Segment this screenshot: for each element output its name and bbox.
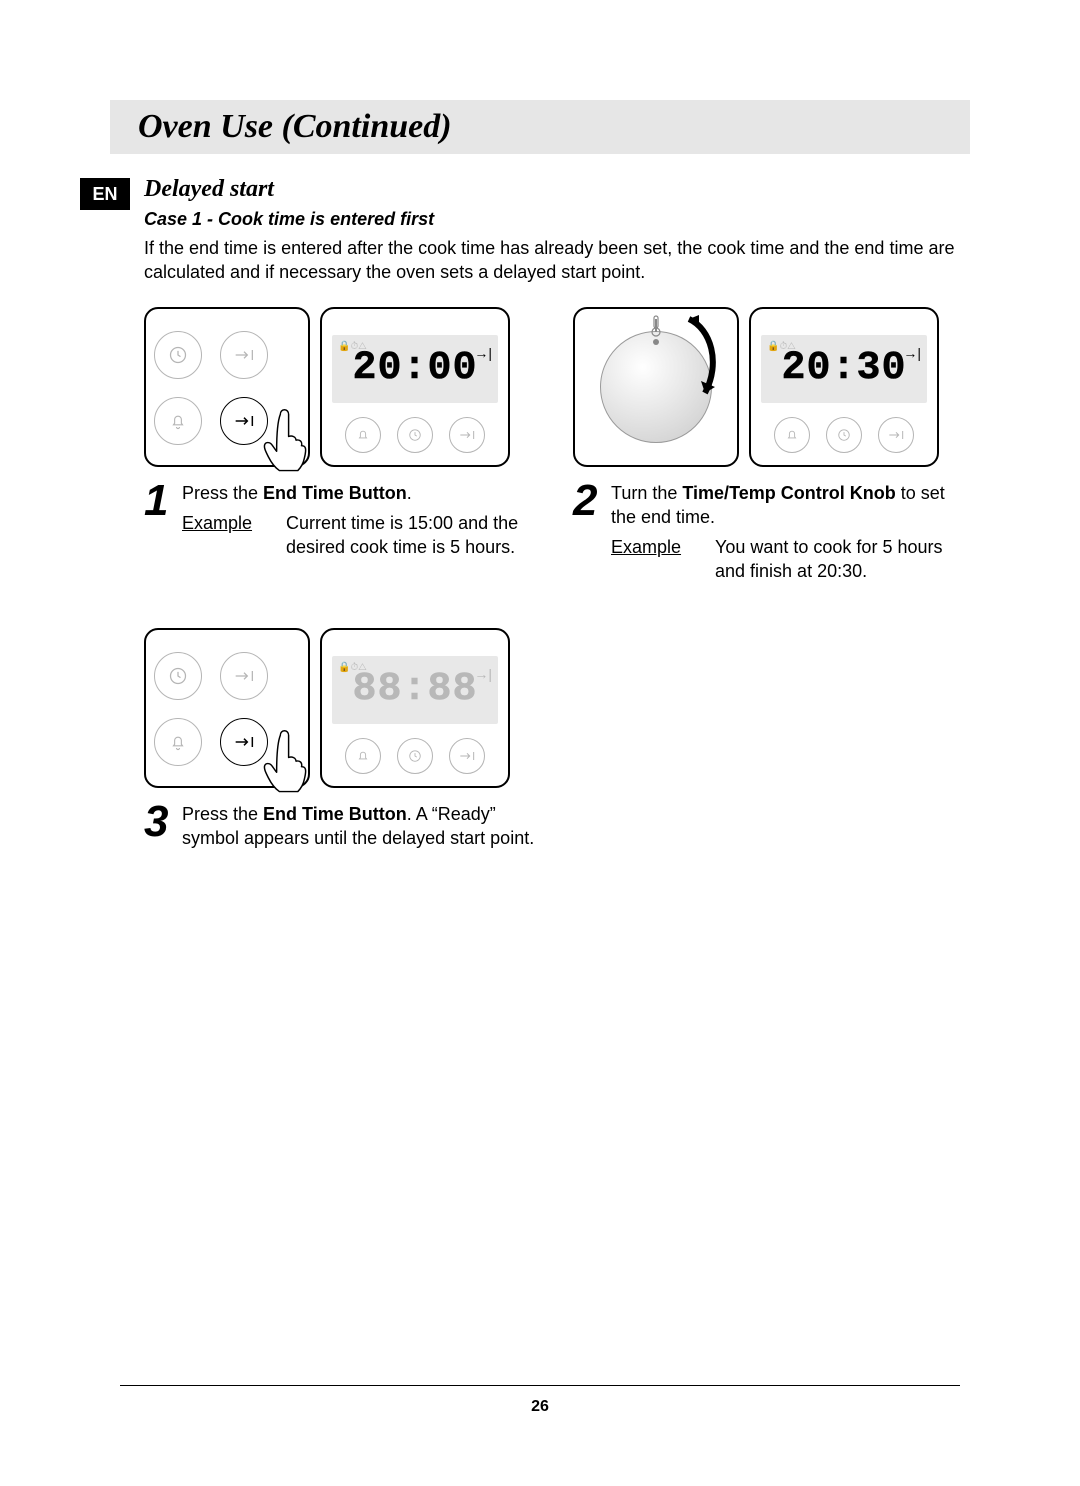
page-number: 26	[0, 1398, 1080, 1416]
button-grid	[154, 652, 268, 766]
display-strip: 🔒⏱△ 88:88 →|	[332, 656, 498, 724]
display-panel-3: 🔒⏱△ 88:88 →|	[320, 628, 510, 788]
step-3-prefix: Press the	[182, 804, 263, 824]
step-1-body: Press the End Time Button. Example Curre…	[182, 481, 541, 560]
step-2-bold: Time/Temp Control Knob	[682, 483, 895, 503]
step-2-illustration: 🔒⏱△ 20:30 →|	[573, 307, 970, 467]
step-2-example: Example You want to cook for 5 hours and…	[611, 535, 970, 584]
step-2-number: 2	[573, 481, 603, 584]
endtime-indicator-icon: →|	[474, 666, 492, 682]
step-3-bold: End Time Button	[263, 804, 407, 824]
bell-icon	[154, 397, 202, 445]
knob-panel	[573, 307, 739, 467]
step-3-number: 3	[144, 802, 174, 851]
step-1-illustration: 🔒⏱△ 20:00 →|	[144, 307, 541, 467]
step-1-bold: End Time Button	[263, 483, 407, 503]
intro-text: If the end time is entered after the coo…	[144, 236, 970, 285]
case-heading: Case 1 - Cook time is entered first	[144, 209, 970, 230]
title-bar: Oven Use (Continued)	[110, 100, 970, 154]
endtime-indicator-icon: →|	[474, 345, 492, 361]
button-panel	[144, 307, 310, 467]
display-endtime-icon	[449, 738, 485, 774]
step-3-illustration: 🔒⏱△ 88:88 →|	[144, 628, 557, 788]
display-indicator-icons: 🔒⏱△	[767, 341, 796, 352]
step-1-suffix: .	[407, 483, 412, 503]
step-1-number: 1	[144, 481, 174, 560]
clock-icon	[154, 652, 202, 700]
button-grid	[154, 331, 268, 445]
header-row: EN Delayed start Case 1 - Cook time is e…	[80, 154, 970, 850]
steps-row-2: 🔒⏱△ 88:88 →| 3	[144, 628, 970, 851]
hand-pointer-icon	[256, 407, 312, 477]
display-panel-1: 🔒⏱△ 20:00 →|	[320, 307, 510, 467]
display-buttons	[322, 417, 508, 453]
knob-wrap	[575, 309, 737, 465]
footer-divider	[120, 1385, 960, 1386]
example-label: Example	[611, 535, 691, 584]
content-column: Delayed start Case 1 - Cook time is ente…	[144, 154, 970, 850]
step-2: 🔒⏱△ 20:30 →| 2	[573, 307, 970, 584]
rotate-arrow-icon	[649, 315, 719, 405]
bell-icon	[154, 718, 202, 766]
display-buttons	[322, 738, 508, 774]
page-title: Oven Use (Continued)	[138, 108, 942, 146]
endtime-top-icon	[220, 652, 268, 700]
display-panel-2: 🔒⏱△ 20:30 →|	[749, 307, 939, 467]
step-3-body: Press the End Time Button. A “Ready” sym…	[182, 802, 557, 851]
display-bell-icon	[345, 417, 381, 453]
display-endtime-icon	[449, 417, 485, 453]
step-3-text: 3 Press the End Time Button. A “Ready” s…	[144, 802, 557, 851]
example-text: Current time is 15:00 and the desired co…	[286, 511, 541, 560]
endtime-top-icon	[220, 331, 268, 379]
display-endtime-icon	[878, 417, 914, 453]
step-1-prefix: Press the	[182, 483, 263, 503]
display-buttons	[751, 417, 937, 453]
display-clock-icon	[826, 417, 862, 453]
step-1: 🔒⏱△ 20:00 →| 1	[144, 307, 541, 584]
display-clock-icon	[397, 738, 433, 774]
clock-icon	[154, 331, 202, 379]
hand-pointer-icon	[256, 728, 312, 798]
display-strip: 🔒⏱△ 20:00 →|	[332, 335, 498, 403]
display-time: 20:30	[781, 346, 906, 391]
section-heading: Delayed start	[144, 176, 970, 203]
display-indicator-icons: 🔒⏱△	[338, 662, 367, 673]
example-text: You want to cook for 5 hours and finish …	[715, 535, 970, 584]
display-clock-icon	[397, 417, 433, 453]
endtime-indicator-icon: →|	[903, 345, 921, 361]
language-badge: EN	[80, 178, 130, 210]
step-1-text: 1 Press the End Time Button. Example Cur…	[144, 481, 541, 560]
display-bell-icon	[345, 738, 381, 774]
display-time: 20:00	[352, 346, 477, 391]
example-label: Example	[182, 511, 262, 560]
display-bell-icon	[774, 417, 810, 453]
step-2-body: Turn the Time/Temp Control Knob to set t…	[611, 481, 970, 584]
display-indicator-icons: 🔒⏱△	[338, 341, 367, 352]
display-strip: 🔒⏱△ 20:30 →|	[761, 335, 927, 403]
display-time: 88:88	[352, 667, 477, 712]
page: Oven Use (Continued) EN Delayed start Ca…	[0, 0, 1080, 1486]
step-2-prefix: Turn the	[611, 483, 682, 503]
button-panel	[144, 628, 310, 788]
step-3: 🔒⏱△ 88:88 →| 3	[144, 628, 557, 851]
steps-row-1: 🔒⏱△ 20:00 →| 1	[144, 307, 970, 584]
step-2-text: 2 Turn the Time/Temp Control Knob to set…	[573, 481, 970, 584]
step-1-example: Example Current time is 15:00 and the de…	[182, 511, 541, 560]
